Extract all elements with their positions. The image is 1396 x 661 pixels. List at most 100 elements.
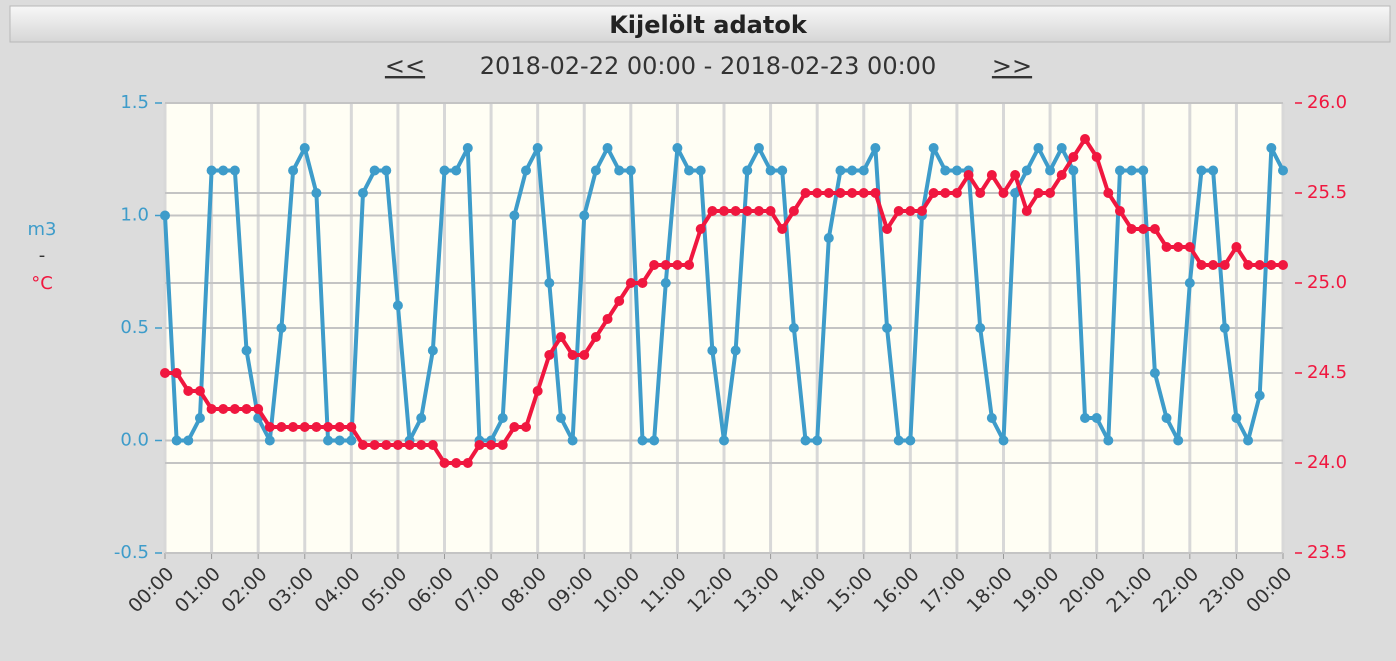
point: [172, 436, 182, 446]
point: [509, 422, 519, 432]
y-tick-label: 1.0: [120, 205, 149, 226]
point: [230, 166, 240, 176]
point: [1231, 413, 1241, 423]
point: [999, 436, 1009, 446]
point: [1057, 143, 1067, 153]
point: [801, 436, 811, 446]
point: [1173, 436, 1183, 446]
point: [335, 436, 345, 446]
point: [230, 404, 240, 414]
point: [358, 188, 368, 198]
point: [824, 233, 834, 243]
point: [405, 440, 415, 450]
point: [754, 206, 764, 216]
point: [183, 436, 193, 446]
point: [160, 211, 170, 221]
point: [870, 143, 880, 153]
point: [1278, 260, 1288, 270]
point: [835, 188, 845, 198]
point: [381, 166, 391, 176]
y2-axis-label: °C: [31, 273, 53, 294]
point: [463, 143, 473, 153]
point: [696, 166, 706, 176]
point: [160, 368, 170, 378]
point: [649, 436, 659, 446]
y-tick-label: 0.0: [120, 430, 149, 451]
point: [1220, 260, 1230, 270]
nav-next[interactable]: >>: [992, 52, 1032, 80]
point: [346, 422, 356, 432]
point: [509, 211, 519, 221]
point: [1162, 242, 1172, 252]
point: [568, 350, 578, 360]
chart: Kijelölt adatok << 2018-02-22 00:00 - 20…: [0, 0, 1396, 661]
point: [1138, 166, 1148, 176]
point: [766, 166, 776, 176]
point: [276, 323, 286, 333]
point: [1162, 413, 1172, 423]
point: [428, 440, 438, 450]
point: [358, 440, 368, 450]
point: [1278, 166, 1288, 176]
point: [987, 413, 997, 423]
point: [777, 166, 787, 176]
point: [265, 436, 275, 446]
point: [719, 206, 729, 216]
point: [1266, 143, 1276, 153]
point: [498, 440, 508, 450]
point: [218, 404, 228, 414]
y-axis-label-separator: -: [39, 245, 46, 266]
point: [172, 368, 182, 378]
point: [1185, 278, 1195, 288]
y-tick-label: 1.5: [120, 92, 149, 113]
point: [905, 436, 915, 446]
point: [905, 206, 915, 216]
point: [1243, 436, 1253, 446]
point: [1255, 260, 1265, 270]
point: [940, 166, 950, 176]
point: [766, 206, 776, 216]
point: [1092, 152, 1102, 162]
point: [579, 350, 589, 360]
point: [1057, 170, 1067, 180]
point: [1255, 391, 1265, 401]
point: [579, 211, 589, 221]
chart-title: Kijelölt adatok: [609, 11, 808, 39]
point: [614, 296, 624, 306]
point: [1150, 224, 1160, 234]
point: [1068, 166, 1078, 176]
point: [952, 188, 962, 198]
point: [416, 413, 426, 423]
point: [1266, 260, 1276, 270]
point: [731, 346, 741, 356]
y2-tick-label: 24.5: [1307, 362, 1347, 383]
point: [917, 206, 927, 216]
point: [1103, 188, 1113, 198]
point: [1033, 188, 1043, 198]
point: [626, 278, 636, 288]
point: [649, 260, 659, 270]
point: [1127, 166, 1137, 176]
point: [521, 166, 531, 176]
nav-prev[interactable]: <<: [385, 52, 425, 80]
y2-tick-label: 23.5: [1307, 542, 1347, 563]
point: [1208, 260, 1218, 270]
point: [626, 166, 636, 176]
point: [707, 346, 717, 356]
point: [1243, 260, 1253, 270]
point: [591, 332, 601, 342]
point: [474, 440, 484, 450]
point: [672, 260, 682, 270]
point: [195, 413, 205, 423]
point: [370, 166, 380, 176]
point: [323, 436, 333, 446]
point: [789, 323, 799, 333]
point: [882, 323, 892, 333]
point: [1010, 170, 1020, 180]
point: [183, 386, 193, 396]
point: [1231, 242, 1241, 252]
point: [754, 143, 764, 153]
page: Kijelölt adatok << 2018-02-22 00:00 - 20…: [0, 0, 1396, 661]
point: [637, 436, 647, 446]
point: [242, 346, 252, 356]
